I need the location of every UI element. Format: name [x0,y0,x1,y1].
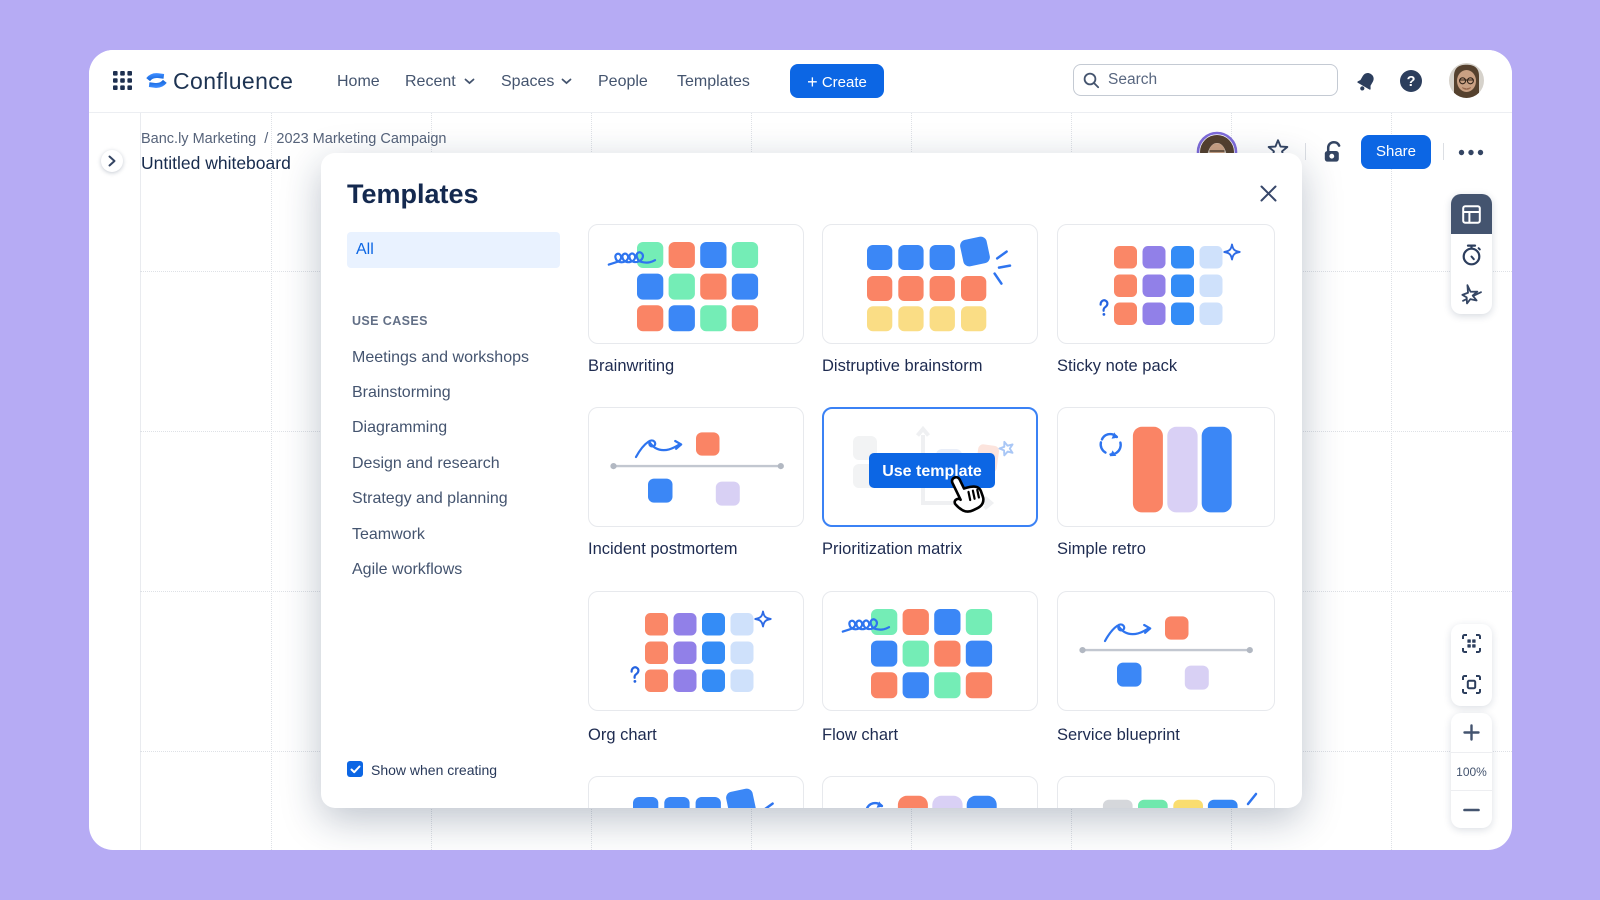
svg-text:?: ? [1407,74,1416,90]
svg-text:Use template: Use template [882,463,982,480]
